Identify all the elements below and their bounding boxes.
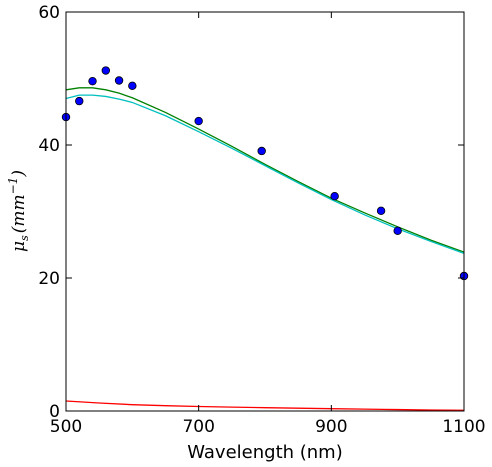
y-tick-label: 40 bbox=[38, 136, 60, 156]
y-axis-label-unit-open: (mm bbox=[9, 194, 29, 233]
x-tick-label: 700 bbox=[182, 417, 214, 437]
series-line-1 bbox=[65, 87, 465, 253]
y-tick-label: 20 bbox=[38, 269, 60, 289]
y-tick-label: 60 bbox=[38, 3, 60, 23]
series-line-2 bbox=[65, 94, 465, 255]
data-point bbox=[393, 226, 402, 235]
x-tick-label: 500 bbox=[50, 417, 82, 437]
data-point bbox=[75, 96, 84, 106]
y-axis-label-subscript: s bbox=[18, 235, 31, 241]
y-axis-label-unit-sup: −1 bbox=[6, 177, 20, 195]
data-point bbox=[128, 81, 137, 91]
x-tick-label: 900 bbox=[315, 417, 347, 437]
y-axis-label-symbol: μ bbox=[9, 241, 29, 252]
x-tick-label: 1100 bbox=[442, 417, 485, 437]
series-line-3 bbox=[65, 400, 465, 411]
data-point bbox=[257, 146, 266, 156]
data-point bbox=[194, 116, 203, 126]
x-axis-label: Wavelength (nm) bbox=[187, 442, 343, 463]
plot-frame bbox=[65, 11, 465, 412]
plot-area bbox=[61, 66, 469, 411]
y-tick-label: 0 bbox=[49, 402, 60, 422]
y-axis-label: μs (mm−1) bbox=[6, 170, 31, 252]
data-point bbox=[101, 66, 110, 75]
data-point bbox=[376, 206, 386, 216]
data-point bbox=[88, 76, 97, 86]
y-axis-label-unit-close: ) bbox=[9, 170, 29, 178]
axis-ticks: 500 700 900 1100 0 20 40 60 bbox=[38, 3, 485, 437]
data-point bbox=[114, 76, 124, 85]
data-point bbox=[330, 192, 339, 201]
